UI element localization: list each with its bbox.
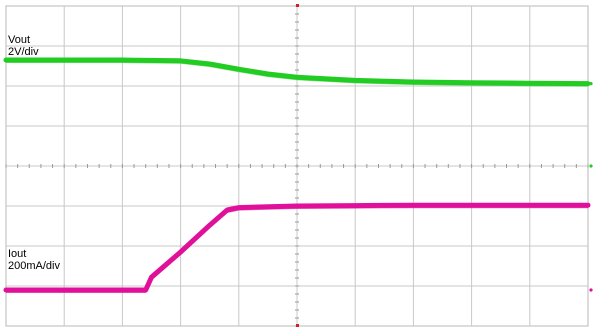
vout-label: Vout 2V/div — [8, 34, 39, 58]
vout-name: Vout — [8, 34, 31, 46]
traces — [3, 57, 591, 293]
channel-markers — [589, 82, 593, 292]
grid — [5, 4, 589, 327]
vout-scale: 2V/div — [8, 46, 39, 58]
series-line-vout — [3, 57, 591, 87]
series-line-iout — [3, 202, 591, 293]
trigger-marker-bottom — [296, 324, 299, 327]
iout-ground-marker — [589, 288, 593, 292]
vout-ground-marker — [589, 164, 593, 168]
iout-label: Iout 200mA/div — [8, 248, 60, 272]
series-noise-iout — [6, 207, 588, 293]
vout-end-marker — [589, 82, 593, 86]
iout-name: Iout — [8, 248, 27, 260]
trigger-marker-top — [296, 4, 299, 7]
series-noise-vout — [6, 62, 589, 87]
iout-scale: 200mA/div — [8, 260, 60, 272]
